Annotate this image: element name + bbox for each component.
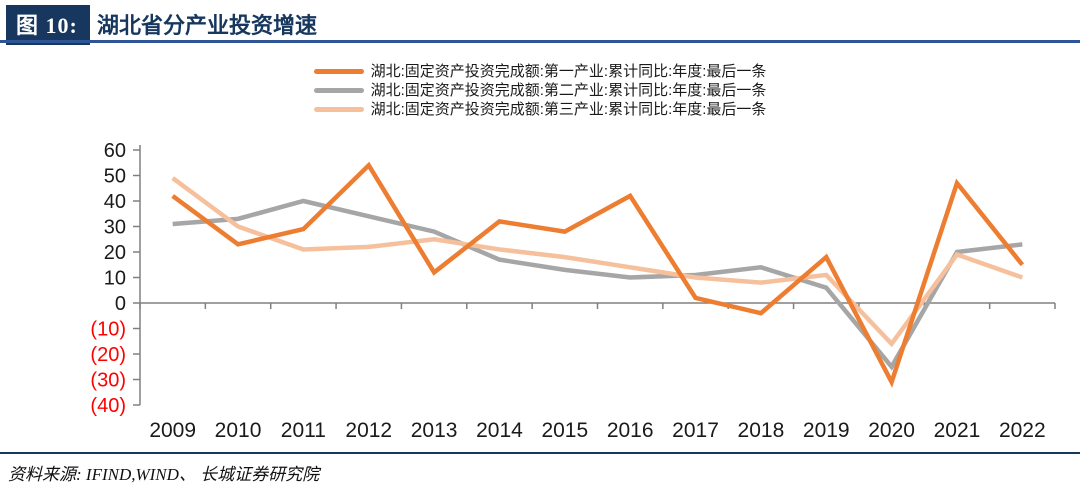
legend-item-primary-industry: 湖北:固定资产投资完成额:第一产业:累计同比:年度:最后一条 xyxy=(313,62,767,81)
x-tick-label: 2012 xyxy=(345,419,392,442)
x-tick-label: 2014 xyxy=(476,419,523,442)
figure-number-badge: 图 10: xyxy=(6,5,90,45)
y-tick-label: 20 xyxy=(104,242,126,264)
legend-item-tertiary-industry: 湖北:固定资产投资完成额:第三产业:累计同比:年度:最后一条 xyxy=(313,100,767,119)
chart-legend: 湖北:固定资产投资完成额:第一产业:累计同比:年度:最后一条 湖北:固定资产投资… xyxy=(0,62,1080,119)
y-tick-label: (40) xyxy=(90,395,126,417)
legend-swatch-tertiary-industry xyxy=(313,107,364,112)
y-tick-label: (10) xyxy=(90,319,126,341)
figure-title: 湖北省分产业投资增速 xyxy=(97,13,318,38)
series-line-secondary-industry xyxy=(172,198,1023,371)
legend-label-primary-industry: 湖北:固定资产投资完成额:第一产业:累计同比:年度:最后一条 xyxy=(370,63,767,80)
x-tick-label: 2017 xyxy=(672,419,719,442)
source-note: 资料来源: IFIND,WIND、 长城证券研究院 xyxy=(8,465,320,484)
series-line-primary-industry xyxy=(171,161,1025,388)
legend-label-tertiary-industry: 湖北:固定资产投资完成额:第三产业:累计同比:年度:最后一条 xyxy=(370,101,767,118)
y-tick-label: (20) xyxy=(90,344,126,366)
x-tick-label: 2010 xyxy=(215,419,262,442)
y-tick-label: 60 xyxy=(104,140,126,162)
legend-label-secondary-industry: 湖北:固定资产投资完成额:第二产业:累计同比:年度:最后一条 xyxy=(370,82,767,99)
footer-divider xyxy=(0,452,1080,454)
legend-item-secondary-industry: 湖北:固定资产投资完成额:第二产业:累计同比:年度:最后一条 xyxy=(313,81,767,100)
legend-swatch-primary-industry xyxy=(313,69,364,74)
x-tick-label: 2022 xyxy=(999,419,1046,442)
x-tick-label: 2013 xyxy=(411,419,458,442)
y-tick-label: (30) xyxy=(90,370,126,392)
x-tick-label: 2018 xyxy=(738,419,785,442)
x-tick-label: 2016 xyxy=(607,419,654,442)
y-tick-label: 10 xyxy=(104,268,126,290)
header-divider xyxy=(0,40,1080,43)
x-tick-label: 2009 xyxy=(149,419,196,442)
x-tick-label: 2019 xyxy=(803,419,850,442)
y-tick-label: 0 xyxy=(115,293,126,315)
y-tick-label: 50 xyxy=(104,166,126,188)
x-tick-label: 2020 xyxy=(868,419,915,442)
x-tick-label: 2015 xyxy=(541,419,588,442)
legend-swatch-secondary-industry xyxy=(313,88,364,93)
x-tick-label: 2011 xyxy=(281,419,326,442)
series-line-tertiary-industry xyxy=(171,176,1024,348)
y-tick-label: 30 xyxy=(104,217,126,239)
y-tick-label: 40 xyxy=(104,191,126,213)
x-tick-label: 2021 xyxy=(934,419,981,442)
